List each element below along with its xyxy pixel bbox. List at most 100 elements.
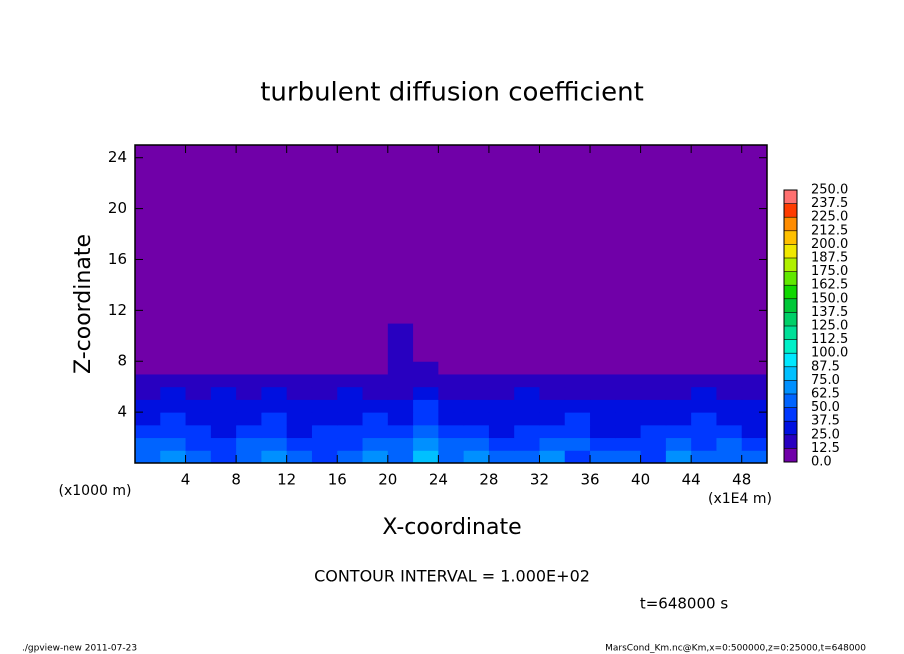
heat-cell — [514, 373, 540, 388]
x-tick-label: 20 — [378, 471, 397, 489]
heat-cell — [261, 424, 288, 439]
heat-cell — [463, 323, 490, 362]
heat-cell — [615, 361, 642, 375]
heat-cell — [413, 145, 439, 324]
heat-cell — [640, 424, 667, 439]
heat-cell — [539, 373, 566, 388]
heat-cell — [590, 399, 616, 413]
heat-cell — [590, 412, 616, 426]
heat-cell — [185, 145, 212, 324]
heat-cell — [337, 399, 364, 413]
heat-cell — [413, 424, 439, 439]
heat-cell — [362, 386, 389, 400]
heat-cell — [665, 361, 692, 375]
contour-interval: CONTOUR INTERVAL = 1.000E+02 — [314, 567, 590, 586]
heat-cell — [488, 323, 515, 362]
heat-cell — [286, 412, 313, 426]
heat-cell — [590, 373, 616, 388]
heat-cell — [337, 450, 364, 464]
colorbar-swatch — [784, 298, 797, 313]
heat-cell — [691, 450, 717, 464]
heat-cell — [261, 373, 288, 388]
heat-cell — [362, 373, 389, 388]
heat-cell — [590, 450, 616, 464]
heat-cell — [413, 361, 439, 375]
heat-cell — [311, 361, 338, 375]
heat-cell — [210, 450, 237, 464]
x-tick-label: 36 — [580, 471, 599, 489]
heat-cell — [210, 424, 237, 439]
heat-cell — [337, 424, 364, 439]
heat-cell — [741, 412, 768, 426]
heat-cell — [741, 323, 768, 362]
colorbar-swatch — [784, 217, 797, 231]
heat-cell — [286, 450, 313, 464]
heat-cell — [665, 399, 692, 413]
heat-cell — [640, 145, 667, 324]
heat-cell — [741, 399, 768, 413]
x-tick-label: 16 — [328, 471, 347, 489]
heat-cell — [135, 145, 161, 324]
heat-cell — [514, 424, 540, 439]
x-tick-label: 8 — [231, 471, 241, 489]
heat-cell — [387, 145, 414, 324]
heat-cell — [311, 399, 338, 413]
heat-cell — [640, 373, 667, 388]
colorbar-label: 112.5 — [811, 332, 848, 347]
y-axis-label: Z-coordinate — [71, 234, 96, 374]
y-tick-label: 24 — [108, 148, 127, 166]
heat-cell — [640, 323, 667, 362]
heat-cell — [488, 424, 515, 439]
heat-cell — [160, 412, 187, 426]
heat-cell — [362, 412, 389, 426]
heat-cell — [741, 450, 768, 464]
heat-cell — [716, 361, 743, 375]
heat-cell — [362, 424, 389, 439]
heat-cell — [488, 361, 515, 375]
heat-cell — [210, 145, 237, 324]
time-label: t=648000 s — [640, 595, 728, 613]
heat-cell — [564, 450, 591, 464]
heat-cell — [236, 386, 262, 400]
heat-cell — [337, 145, 364, 324]
heat-cell — [135, 399, 161, 413]
heat-cell — [311, 386, 338, 400]
heat-cell — [210, 386, 237, 400]
heat-cell — [615, 412, 642, 426]
heat-cell — [590, 437, 616, 451]
heat-cell — [665, 386, 692, 400]
heat-cell — [438, 323, 465, 362]
heat-cell — [185, 323, 212, 362]
heat-cell — [362, 399, 389, 413]
heat-cell — [590, 424, 616, 439]
heat-cell — [640, 450, 667, 464]
x-tick-label: 40 — [631, 471, 650, 489]
heat-cell — [210, 373, 237, 388]
heat-cell — [716, 373, 743, 388]
colorbar-label: 250.0 — [811, 183, 848, 198]
y-tick-label: 12 — [108, 301, 127, 319]
heat-cell — [286, 399, 313, 413]
heat-cell — [564, 373, 591, 388]
y-tick-label: 16 — [108, 250, 127, 268]
x-tick-label: 48 — [732, 471, 751, 489]
x-tick-label: 12 — [277, 471, 296, 489]
heat-cell — [665, 412, 692, 426]
heat-cell — [716, 450, 743, 464]
heat-cell — [311, 412, 338, 426]
colorbar-swatch — [784, 366, 797, 381]
heat-cell — [539, 145, 566, 324]
heat-cell — [665, 437, 692, 451]
colorbar-label: 175.0 — [811, 264, 848, 279]
heat-cell — [236, 424, 262, 439]
colorbar-swatch — [784, 258, 797, 272]
heat-cell — [311, 424, 338, 439]
heat-cell — [438, 450, 465, 464]
colorbar-swatch — [784, 353, 797, 367]
x-tick-label: 44 — [682, 471, 701, 489]
heat-cell — [514, 361, 540, 375]
heat-cell — [463, 361, 490, 375]
heat-cell — [514, 412, 540, 426]
heat-cell — [387, 373, 414, 388]
